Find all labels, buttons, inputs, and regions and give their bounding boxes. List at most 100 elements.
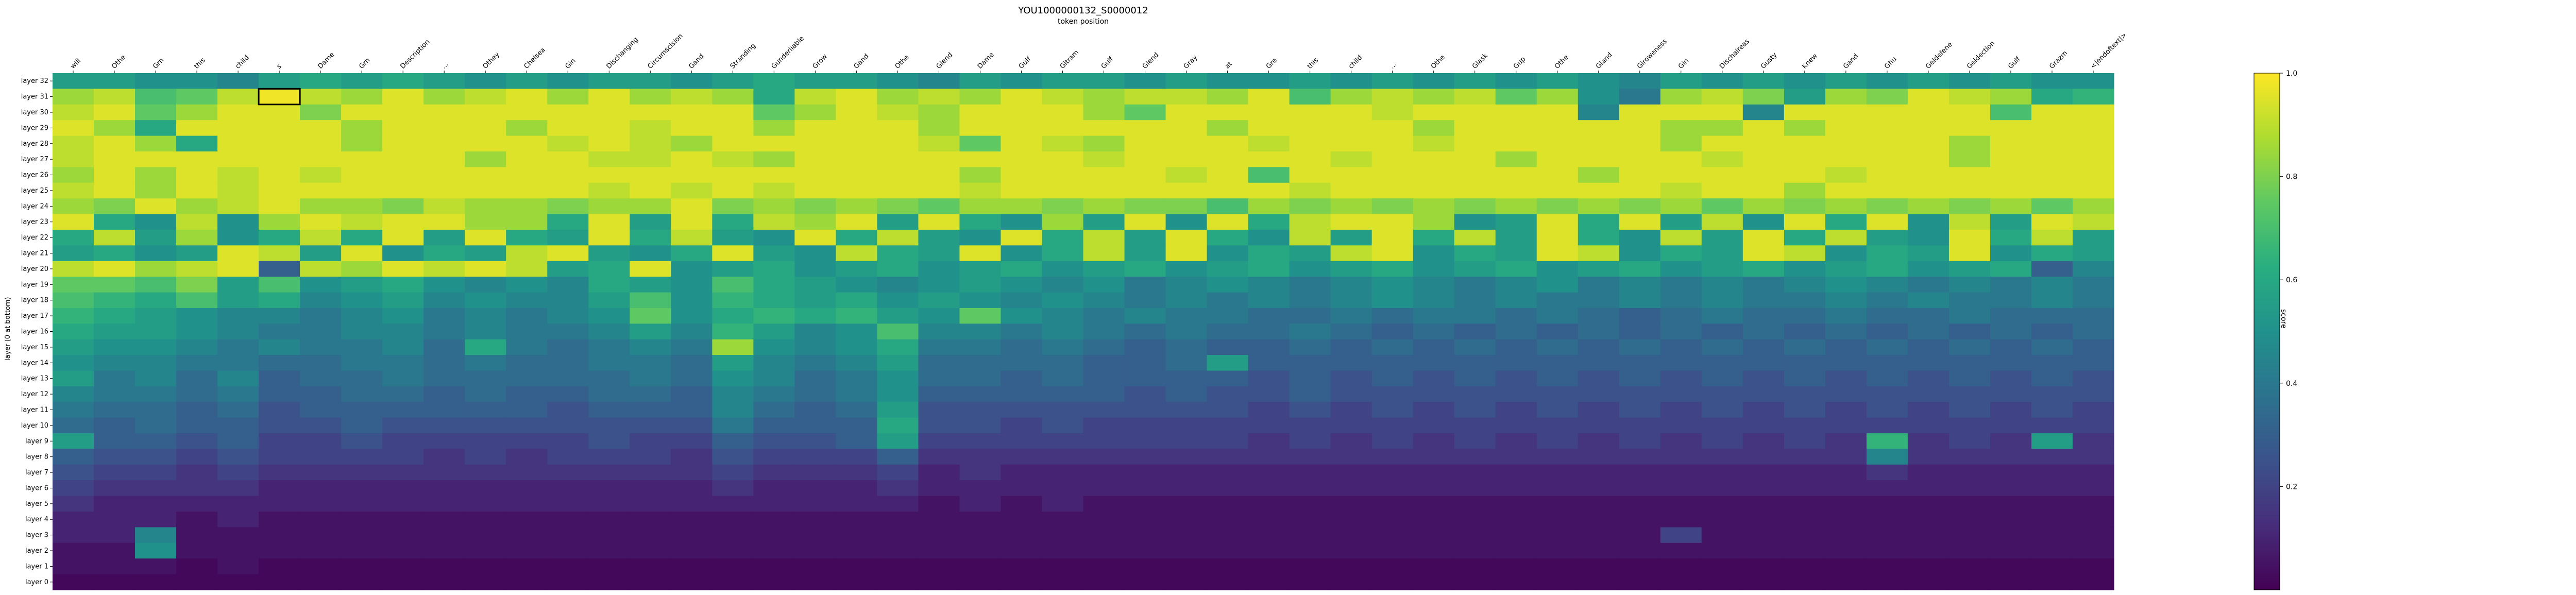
heatmap-cell — [588, 433, 630, 450]
heatmap-cell — [1042, 182, 1084, 199]
heatmap-cell — [1495, 480, 1537, 497]
heatmap-cell — [217, 449, 259, 465]
heatmap-cell — [1536, 151, 1579, 167]
heatmap-cell — [1948, 214, 1991, 230]
heatmap-cell — [588, 512, 630, 528]
heatmap-cell — [1701, 135, 1743, 152]
heatmap-cell — [423, 542, 465, 559]
heatmap-cell — [1825, 324, 1867, 340]
heatmap-cell — [836, 73, 877, 89]
heatmap-cell — [1124, 261, 1166, 277]
heatmap-cell — [94, 245, 135, 262]
heatmap-cell — [959, 480, 1002, 497]
heatmap-cell — [1660, 261, 1702, 277]
heatmap-cell — [1248, 277, 1290, 293]
heatmap-cell — [382, 324, 424, 340]
heatmap-cell — [1454, 182, 1496, 199]
heatmap-cell — [877, 339, 919, 355]
heatmap-cell — [753, 370, 795, 387]
heatmap-cell — [1083, 527, 1125, 543]
heatmap-cell — [1413, 308, 1455, 324]
heatmap-cell — [217, 464, 259, 481]
heatmap-cell — [1742, 464, 1785, 481]
heatmap-cell — [753, 542, 795, 559]
heatmap-cell — [1165, 386, 1208, 402]
heatmap-cell — [1990, 417, 2032, 434]
heatmap-cell — [176, 308, 218, 324]
heatmap-cell — [53, 151, 94, 167]
heatmap-cell — [1701, 449, 1743, 465]
heatmap-cell — [1701, 214, 1743, 230]
heatmap-cell — [259, 402, 300, 418]
heatmap-cell — [1825, 527, 1867, 543]
heatmap-cell — [94, 402, 135, 418]
heatmap-cell — [382, 182, 424, 199]
heatmap-cell — [1083, 417, 1125, 434]
heatmap-cell — [94, 89, 135, 105]
heatmap-cell — [1619, 355, 1661, 371]
heatmap-cell — [423, 198, 465, 215]
heatmap-cell — [1907, 308, 1950, 324]
x-tick-label: Gand — [853, 53, 871, 71]
heatmap-cell — [506, 167, 548, 183]
heatmap-cell — [259, 229, 300, 246]
heatmap-cell — [547, 480, 589, 497]
heatmap-cell — [217, 245, 259, 262]
heatmap-cell — [1413, 542, 1455, 559]
heatmap-cell — [1124, 402, 1166, 418]
heatmap-cell — [588, 198, 630, 215]
heatmap-cell — [1207, 182, 1249, 199]
heatmap-cell — [712, 151, 754, 167]
heatmap-cell — [1042, 104, 1084, 121]
heatmap-cell — [1536, 339, 1579, 355]
heatmap-cell — [1948, 182, 1991, 199]
heatmap-cell — [176, 198, 218, 215]
heatmap-cell — [1165, 542, 1208, 559]
heatmap-cell — [1948, 89, 1991, 105]
heatmap-cell — [1907, 89, 1950, 105]
heatmap-cell — [53, 433, 94, 450]
heatmap-cell — [259, 167, 300, 183]
heatmap-cell — [1165, 120, 1208, 137]
heatmap-cell — [1701, 245, 1743, 262]
heatmap-cell — [1495, 558, 1537, 575]
heatmap-cell — [135, 261, 177, 277]
heatmap-cell — [1866, 370, 1908, 387]
heatmap-cell — [465, 308, 506, 324]
heatmap-cell — [588, 245, 630, 262]
heatmap-cell — [630, 104, 671, 121]
heatmap-cell — [1825, 104, 1867, 121]
heatmap-cell — [1907, 167, 1950, 183]
heatmap-cell — [1536, 229, 1579, 246]
heatmap-cell — [423, 402, 465, 418]
heatmap-cell — [1990, 339, 2032, 355]
heatmap-cell — [753, 198, 795, 215]
heatmap-cell — [712, 558, 754, 575]
heatmap-cell — [506, 496, 548, 512]
x-tick-label: Grn — [358, 57, 371, 71]
heatmap-cell — [918, 542, 960, 559]
heatmap-cell — [259, 480, 300, 497]
x-tick-label: Giroweness — [1636, 38, 1669, 71]
heatmap-cell — [1207, 229, 1249, 246]
heatmap-cell — [217, 89, 259, 105]
heatmap-cell — [2031, 245, 2073, 262]
heatmap-cell — [1536, 135, 1579, 152]
heatmap-cell — [1330, 527, 1372, 543]
heatmap-cell — [1413, 89, 1455, 105]
heatmap-cell — [135, 292, 177, 309]
heatmap-cell — [1248, 449, 1290, 465]
heatmap-cell — [877, 370, 919, 387]
heatmap-cell — [671, 292, 713, 309]
heatmap-cell — [794, 104, 836, 121]
heatmap-cell — [918, 167, 960, 183]
heatmap-cell — [1001, 229, 1043, 246]
heatmap-cell — [1371, 402, 1414, 418]
heatmap-cell — [794, 386, 836, 402]
heatmap-cell — [382, 73, 424, 89]
heatmap-cell — [836, 370, 877, 387]
heatmap-cell — [836, 167, 877, 183]
heatmap-cell — [959, 120, 1002, 137]
heatmap-cell — [1784, 229, 1826, 246]
heatmap-cell — [836, 308, 877, 324]
